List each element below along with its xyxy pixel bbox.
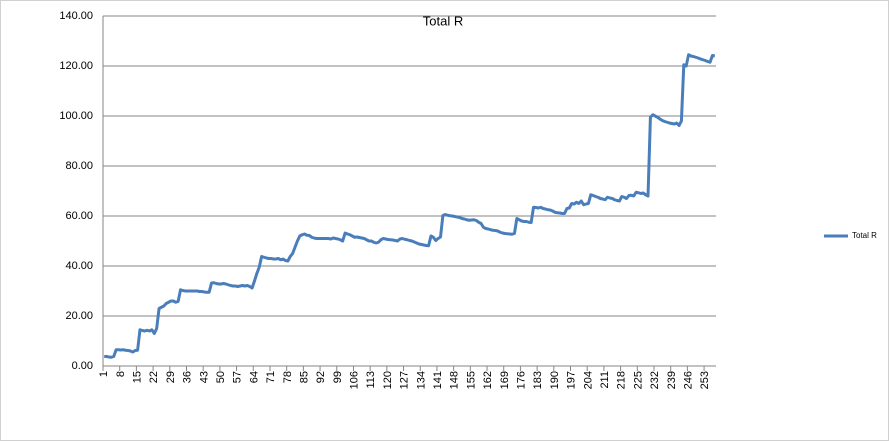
x-tick-label: 15	[131, 371, 143, 383]
x-tick-label: 148	[449, 371, 461, 389]
chart-title: Total R	[423, 13, 463, 28]
legend-label: Total R	[852, 231, 877, 240]
x-tick-label: 190	[549, 371, 561, 389]
x-tick-label: 8	[115, 371, 127, 377]
x-tick-label: 246	[682, 371, 694, 389]
x-tick-label: 211	[599, 371, 611, 389]
x-tick-label: 92	[315, 371, 327, 383]
x-tick-label: 85	[298, 371, 310, 383]
y-tick-label: 120.00	[59, 60, 93, 72]
x-tick-label: 239	[666, 371, 678, 389]
x-tick-label: 204	[582, 371, 594, 389]
y-tick-label: 100.00	[59, 110, 93, 122]
x-tick-label: 29	[165, 371, 177, 383]
x-tick-label: 43	[198, 371, 210, 383]
x-tick-label: 218	[616, 371, 628, 389]
x-tick-label: 64	[248, 371, 260, 383]
y-tick-label: 40.00	[65, 260, 93, 272]
x-tick-label: 155	[465, 371, 477, 389]
x-tick-label: 134	[415, 371, 427, 389]
x-tick-label: 197	[566, 371, 578, 389]
x-tick-label: 141	[432, 371, 444, 389]
x-tick-label: 57	[232, 371, 244, 383]
x-tick-label: 36	[182, 371, 194, 383]
x-tick-label: 183	[532, 371, 544, 389]
y-tick-label: 0.00	[72, 360, 93, 372]
x-tick-label: 253	[699, 371, 711, 389]
x-tick-label: 99	[332, 371, 344, 383]
x-tick-label: 120	[382, 371, 394, 389]
x-tick-label: 232	[649, 371, 661, 389]
x-tick-label: 71	[265, 371, 277, 383]
x-tick-label: 169	[499, 371, 511, 389]
x-tick-label: 1	[98, 371, 110, 377]
x-tick-label: 50	[215, 371, 227, 383]
x-tick-label: 78	[282, 371, 294, 383]
y-tick-label: 20.00	[65, 310, 93, 322]
x-tick-label: 127	[399, 371, 411, 389]
x-tick-label: 225	[632, 371, 644, 389]
x-tick-label: 22	[148, 371, 160, 383]
y-tick-label: 80.00	[65, 160, 93, 172]
y-tick-label: 140.00	[59, 10, 93, 22]
y-tick-label: 60.00	[65, 210, 93, 222]
x-tick-label: 106	[349, 371, 361, 389]
data-line	[104, 53, 716, 359]
x-tick-label: 176	[516, 371, 528, 389]
x-tick-label: 162	[482, 371, 494, 389]
x-tick-label: 113	[365, 371, 377, 389]
